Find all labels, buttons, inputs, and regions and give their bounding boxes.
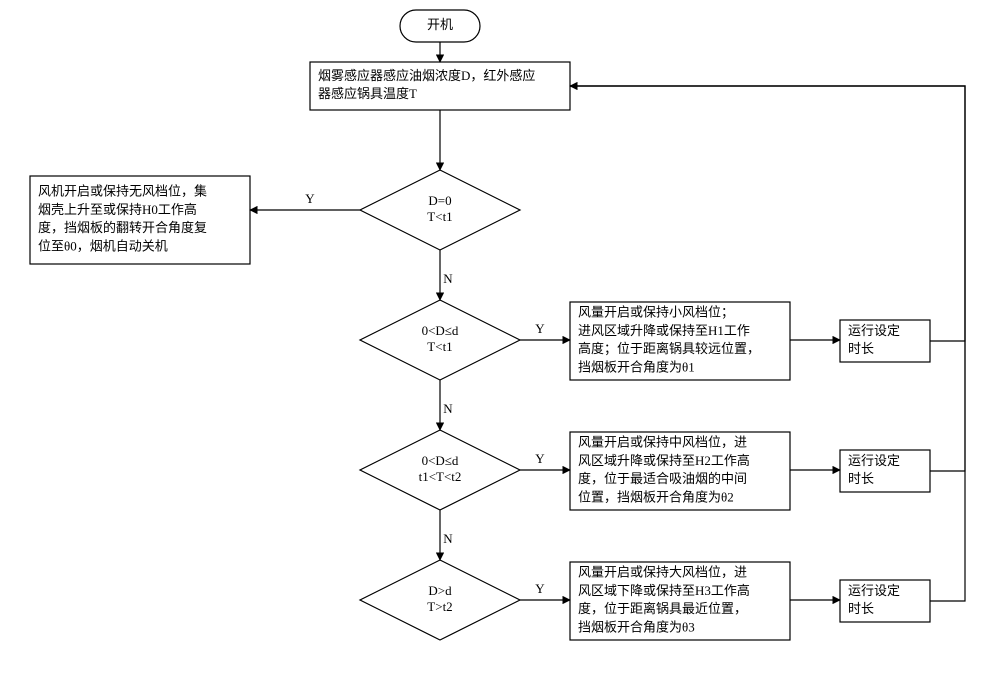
svg-text:风区域下降或保持至H3工作高: 风区域下降或保持至H3工作高 (578, 583, 750, 598)
node-start: 开机 (400, 10, 480, 42)
svg-text:T<t1: T<t1 (427, 209, 452, 224)
edge-label-7: Y (535, 451, 545, 466)
node-dec3: 0<D≤dt1<T<t2 (360, 430, 520, 510)
svg-text:器感应锅具温度T: 器感应锅具温度T (318, 86, 417, 101)
svg-text:进风区域升降或保持至H1工作: 进风区域升降或保持至H1工作 (578, 323, 750, 338)
node-act4: 风量开启或保持大风档位，进风区域下降或保持至H3工作高度，位于距离锅具最近位置，… (570, 562, 790, 640)
svg-text:位至θ0，烟机自动关机: 位至θ0，烟机自动关机 (38, 238, 168, 253)
svg-text:风量开启或保持中风档位，进: 风量开启或保持中风档位，进 (578, 435, 747, 450)
node-dur4: 运行设定时长 (840, 580, 930, 622)
node-act2: 风量开启或保持小风档位； 进风区域升降或保持至H1工作高度；位于距离锅具较远位置，… (570, 302, 790, 380)
svg-text:挡烟板开合角度为θ3: 挡烟板开合角度为θ3 (578, 619, 695, 634)
edge-13 (570, 86, 965, 471)
edge-label-6: N (443, 401, 453, 416)
svg-text:风机开启或保持无风档位，集: 风机开启或保持无风档位，集 (38, 184, 207, 199)
svg-text:度，挡烟板的翻转开合角度复: 度，挡烟板的翻转开合角度复 (38, 220, 207, 235)
node-dec4: D>dT>t2 (360, 560, 520, 640)
flowchart: 开机烟雾感应器感应油烟浓度D，红外感应器感应锅具温度TD=0T<t1风机开启或保… (0, 0, 1000, 698)
svg-text:度，位于距离锅具最近位置，: 度，位于距离锅具最近位置， (578, 601, 747, 616)
svg-text:运行设定: 运行设定 (848, 453, 900, 468)
node-act3: 风量开启或保持中风档位，进风区域升降或保持至H2工作高度，位于最适合吸油烟的中间… (570, 432, 790, 510)
svg-text:D=0: D=0 (428, 193, 451, 208)
svg-text:高度；位于距离锅具较远位置，: 高度；位于距离锅具较远位置， (578, 341, 760, 357)
edge-12 (570, 86, 965, 341)
svg-text:T<t1: T<t1 (427, 339, 452, 354)
edge-label-4: Y (535, 321, 545, 336)
svg-text:运行设定: 运行设定 (848, 583, 900, 598)
edge-label-3: N (443, 271, 453, 286)
svg-text:时长: 时长 (848, 601, 874, 616)
edge-label-9: N (443, 531, 453, 546)
svg-text:度，位于最适合吸油烟的中间: 度，位于最适合吸油烟的中间 (578, 471, 747, 486)
svg-text:挡烟板开合角度为θ1: 挡烟板开合角度为θ1 (578, 359, 695, 374)
node-dec1: D=0T<t1 (360, 170, 520, 250)
edge-label-10: Y (535, 581, 545, 596)
svg-text:时长: 时长 (848, 341, 874, 356)
svg-text:风区域升降或保持至H2工作高: 风区域升降或保持至H2工作高 (578, 453, 750, 468)
svg-text:运行设定: 运行设定 (848, 323, 900, 338)
svg-text:烟壳上升至或保持H0工作高: 烟壳上升至或保持H0工作高 (38, 202, 197, 217)
node-leftBox: 风机开启或保持无风档位，集烟壳上升至或保持H0工作高度，挡烟板的翻转开合角度复位… (30, 176, 250, 264)
svg-text:D>d: D>d (428, 583, 452, 598)
svg-text:0<D≤d: 0<D≤d (422, 323, 459, 338)
svg-text:风量开启或保持小风档位；: 风量开启或保持小风档位； (578, 305, 734, 321)
svg-text:0<D≤d: 0<D≤d (422, 453, 459, 468)
svg-text:开机: 开机 (427, 17, 453, 32)
node-dec2: 0<D≤dT<t1 (360, 300, 520, 380)
svg-text:T>t2: T>t2 (427, 599, 452, 614)
node-sense: 烟雾感应器感应油烟浓度D，红外感应器感应锅具温度T (310, 62, 570, 110)
node-dur2: 运行设定时长 (840, 320, 930, 362)
node-dur3: 运行设定时长 (840, 450, 930, 492)
edge-label-2: Y (305, 191, 315, 206)
svg-text:烟雾感应器感应油烟浓度D，红外感应: 烟雾感应器感应油烟浓度D，红外感应 (318, 68, 535, 83)
svg-text:风量开启或保持大风档位，进: 风量开启或保持大风档位，进 (578, 565, 747, 580)
svg-text:时长: 时长 (848, 471, 874, 486)
svg-text:t1<T<t2: t1<T<t2 (419, 469, 462, 484)
svg-text:位置，挡烟板开合角度为θ2: 位置，挡烟板开合角度为θ2 (578, 489, 734, 504)
